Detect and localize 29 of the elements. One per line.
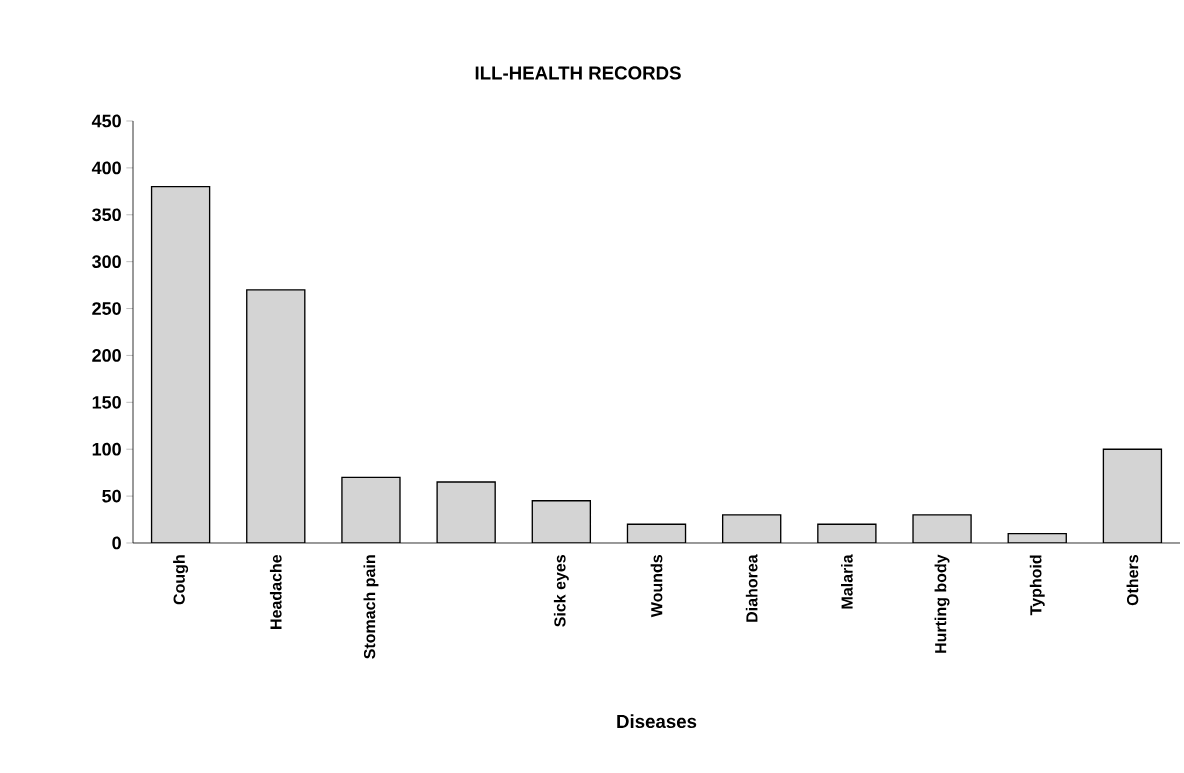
x-tick-label: Wounds xyxy=(650,555,663,618)
y-tick-label: 0 xyxy=(112,536,121,550)
bar xyxy=(341,476,401,543)
y-tick-label: 150 xyxy=(92,395,121,409)
y-tick-label: 100 xyxy=(92,442,121,456)
bar xyxy=(1102,448,1163,543)
x-tick-label: Cough xyxy=(173,555,189,605)
x-tick-label: Stomach pain xyxy=(363,555,379,659)
y-tick-label: 400 xyxy=(91,161,121,175)
x-tick-label: Others xyxy=(1126,555,1139,606)
y-tick-label: 450 xyxy=(91,114,121,128)
y-tick-label: 300 xyxy=(92,255,121,269)
x-tick-label: Diahorea xyxy=(745,554,758,622)
chart-title: ILL-HEALTH RECORDS xyxy=(475,66,681,80)
x-tick-label: Sick eyes xyxy=(553,555,569,627)
bar xyxy=(721,514,782,543)
x-tick-label: Typhoid xyxy=(1029,555,1045,616)
y-tick-label: 350 xyxy=(92,208,121,222)
bar xyxy=(436,481,496,543)
x-tick-label: Malaria xyxy=(841,554,853,609)
x-tick-label: Hurting body xyxy=(934,554,950,653)
x-tick-label: Headache xyxy=(269,554,282,629)
y-tick-label: 50 xyxy=(102,489,121,503)
y-tick-label: 250 xyxy=(92,302,121,315)
bar xyxy=(246,289,306,543)
y-tick-label: 200 xyxy=(92,349,121,362)
bar xyxy=(531,500,592,543)
x-axis-title: Diseases xyxy=(617,714,697,729)
bar xyxy=(150,185,211,543)
